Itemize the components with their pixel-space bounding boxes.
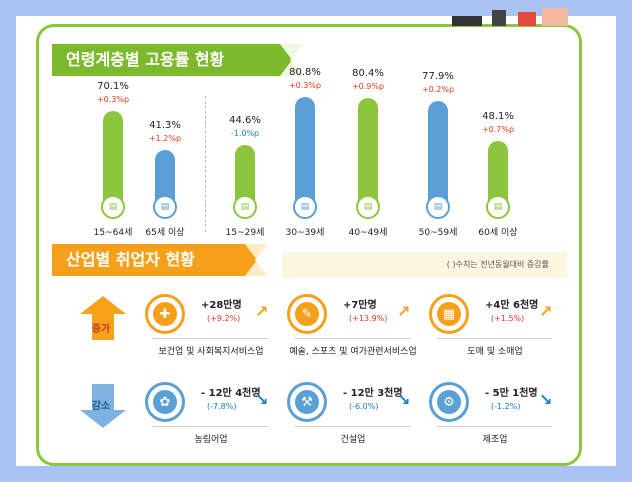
document-icon: ▤	[101, 195, 125, 219]
decorative-illustration	[452, 8, 568, 26]
age-category-label: 50~59세	[418, 228, 458, 238]
trend-down-icon: ↘	[539, 390, 553, 409]
divider	[295, 338, 410, 339]
industry-icon-ring: ⚙	[429, 382, 469, 422]
document-icon: ▤	[356, 195, 380, 219]
industry-change-value: - 5만 1천명	[485, 388, 538, 399]
document-icon: ▤	[293, 195, 317, 219]
bar-change-label: +0.7%p	[481, 124, 515, 134]
age-bar	[358, 97, 378, 205]
trend-down-icon: ↘	[397, 390, 411, 409]
trend-up-icon: ↗	[397, 302, 411, 321]
industry-change-value: - 12만 3천명	[343, 388, 403, 399]
age-bar	[488, 140, 508, 205]
decrease-arrow-icon	[80, 384, 126, 428]
bar-change-label: +0.9%p	[351, 81, 385, 91]
industry-name: 제조업	[482, 435, 508, 445]
industry-change-rate: (+9.2%)	[207, 314, 241, 323]
first-aid-kit-icon: ✚	[153, 302, 177, 326]
industry-name: 농림어업	[194, 435, 228, 445]
industry-change-rate: (-6.0%)	[349, 402, 379, 411]
divider	[153, 426, 268, 427]
bar-change-label: +1.2%p	[148, 133, 182, 143]
industry-section-banner: 산업별 취업자 현황	[52, 244, 267, 276]
bar-change-label: -1.0%p	[230, 129, 260, 139]
age-section-title: 연령계층별 고용률 현황	[52, 44, 262, 76]
trend-up-icon: ↗	[539, 302, 553, 321]
document-icon: ▤	[153, 195, 177, 219]
industry-change-value: +28만명	[201, 300, 242, 311]
age-category-label: 15~64세	[93, 228, 133, 238]
document-icon: ▤	[233, 195, 257, 219]
bar-change-label: +0.3%p	[288, 81, 322, 90]
industry-section-title: 산업별 취업자 현황	[52, 244, 227, 276]
age-group-divider	[205, 96, 206, 232]
change-rate-note-text: ( )수치는 전년동월대비 증감률	[446, 260, 549, 269]
age-bar	[155, 149, 175, 205]
divider	[437, 338, 552, 339]
banner-tail	[262, 44, 302, 76]
bar-value-label: 80.8%	[289, 67, 321, 78]
industry-change-value: - 12만 4천명	[201, 388, 261, 399]
age-category-label: 60세 이상	[478, 228, 518, 238]
age-bar	[103, 111, 123, 205]
age-bar	[428, 100, 448, 205]
increase-label: 증가	[91, 324, 111, 335]
industry-change-rate: (-1.2%)	[491, 402, 521, 411]
bar-value-label: 70.1%	[97, 81, 129, 93]
palette-icon: ✎	[295, 302, 319, 326]
document-icon: ▤	[486, 195, 510, 219]
increase-arrow-icon	[80, 296, 126, 340]
industry-name: 예술, 스포츠 및 여가관련서비스업	[289, 347, 417, 357]
wheat-icon: ✿	[153, 390, 177, 414]
trend-down-icon: ↘	[255, 390, 269, 409]
bar-value-label: 77.9%	[422, 70, 454, 82]
age-category-label: 65세 이상	[145, 228, 185, 238]
industry-change-rate: (-7.8%)	[207, 402, 237, 411]
decrease-label: 감소	[91, 401, 111, 412]
bar-value-label: 48.1%	[482, 110, 514, 122]
change-rate-note: ( )수치는 전년동월대비 증감률	[282, 252, 567, 278]
bar-change-label: +0.2%p	[421, 84, 455, 94]
industry-change-rate: (+1.5%)	[491, 314, 525, 323]
industry-icon-ring: ✚	[145, 294, 185, 334]
age-category-label: 15~29세	[225, 228, 265, 238]
industry-icon-ring: ▦	[429, 294, 469, 334]
industry-name: 도매 및 소매업	[467, 347, 523, 357]
divider	[437, 426, 552, 427]
bar-value-label: 80.4%	[352, 67, 384, 79]
excavator-icon: ⚒	[295, 390, 319, 414]
industry-change-value: +7만명	[343, 300, 377, 311]
gear-icon: ⚙	[437, 390, 461, 414]
age-bar	[295, 97, 315, 205]
industry-icon-ring: ✿	[145, 382, 185, 422]
industry-icon-ring: ✎	[287, 294, 327, 334]
document-icon: ▤	[426, 195, 450, 219]
industry-change-value: +4만 6천명	[485, 300, 539, 311]
bar-value-label: 44.6%	[229, 115, 261, 127]
age-section-banner: 연령계층별 고용률 현황	[52, 44, 302, 76]
age-bar	[235, 145, 255, 205]
industry-change-rate: (+13.9%)	[349, 314, 388, 323]
trend-up-icon: ↗	[255, 302, 269, 321]
industry-name: 건설업	[340, 435, 366, 445]
industry-name: 보건업 및 사회복지서비스업	[158, 347, 264, 357]
bar-change-label: +0.3%p	[96, 95, 130, 105]
divider	[295, 426, 410, 427]
banner-tail	[227, 244, 267, 276]
basket-icon: ▦	[437, 302, 461, 326]
age-category-label: 30~39세	[285, 228, 325, 238]
industry-icon-ring: ⚒	[287, 382, 327, 422]
age-category-label: 40~49세	[348, 228, 388, 238]
divider	[153, 338, 268, 339]
bar-value-label: 41.3%	[149, 119, 181, 131]
